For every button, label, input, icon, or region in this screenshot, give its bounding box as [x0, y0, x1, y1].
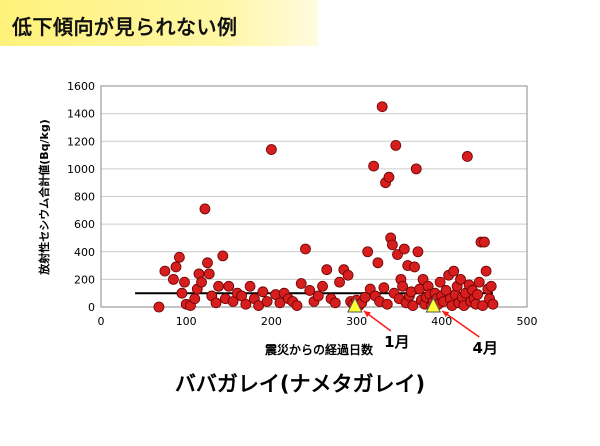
y-tick-label: 600	[74, 218, 95, 231]
data-point	[386, 239, 398, 251]
x-tick-label: 100	[176, 315, 197, 328]
arrow-head	[442, 311, 450, 318]
data-point	[304, 285, 316, 296]
data-point	[410, 163, 422, 175]
arrow-head	[363, 311, 371, 318]
y-tick-label: 200	[74, 273, 95, 286]
data-point	[261, 296, 273, 307]
data-point	[472, 289, 483, 300]
data-point	[473, 276, 485, 288]
data-points	[153, 101, 499, 313]
data-point	[342, 269, 354, 281]
highlight-triangle	[425, 296, 442, 313]
data-point	[179, 276, 190, 288]
data-point	[390, 139, 402, 151]
data-point	[477, 300, 489, 312]
y-tick-label: 1000	[67, 163, 95, 176]
data-point	[485, 280, 497, 292]
data-point	[196, 276, 207, 288]
data-point	[240, 298, 252, 310]
data-point	[291, 300, 303, 312]
data-point	[168, 273, 179, 285]
data-point	[372, 257, 384, 269]
data-point	[274, 297, 286, 309]
data-point	[321, 264, 333, 276]
data-point	[295, 278, 307, 289]
x-tick-label: 0	[98, 315, 105, 328]
title-banner: 低下傾向が見られない例	[0, 0, 318, 46]
figure-title: ババガレイ(ナメタガレイ)	[174, 372, 426, 396]
data-point	[480, 265, 492, 277]
data-point	[223, 280, 235, 292]
data-point	[312, 290, 324, 302]
data-point	[407, 300, 419, 312]
x-tick-label: 400	[431, 315, 452, 328]
data-point	[244, 280, 256, 292]
y-tick-label: 1200	[67, 135, 95, 148]
highlight-triangle	[347, 296, 363, 313]
data-point	[398, 243, 410, 255]
data-point	[202, 257, 213, 269]
data-point	[300, 243, 311, 255]
highlight-label: 4月	[473, 339, 498, 357]
data-point	[368, 160, 380, 172]
data-point	[376, 101, 388, 113]
data-point	[176, 287, 188, 299]
data-point	[478, 236, 490, 248]
data-point	[189, 293, 201, 305]
arrow-line	[441, 310, 480, 338]
data-point	[461, 151, 473, 162]
highlight-label: 1月	[384, 333, 409, 351]
data-point	[265, 144, 277, 155]
y-tick-label: 400	[74, 246, 95, 259]
data-point	[170, 261, 182, 273]
data-point	[362, 246, 374, 258]
data-point	[378, 282, 390, 294]
x-axis-label: 震災からの経過日数	[265, 342, 374, 357]
data-point	[412, 246, 424, 258]
x-tick-label: 200	[261, 315, 282, 328]
data-point	[409, 261, 420, 273]
data-point	[153, 301, 165, 313]
data-point	[448, 265, 460, 277]
y-tick-label: 800	[74, 191, 95, 204]
plot-frame	[100, 85, 528, 308]
data-point	[334, 276, 345, 288]
highlighted-points: 1月 4月	[347, 296, 498, 357]
data-point	[203, 268, 215, 280]
page-title: 低下傾向が見られない例	[12, 15, 238, 39]
y-tick-label: 1400	[67, 108, 95, 121]
data-point	[381, 298, 393, 310]
y-axis-label: 放射性セシウム合計値(Bq/kg)	[37, 119, 51, 276]
data-point	[257, 286, 269, 298]
data-point	[210, 297, 222, 309]
axes: 0 200 400 600 800 1000 1200 1400 1600 0 100 200 300 4…	[67, 80, 538, 328]
data-point	[359, 291, 371, 303]
x-tick-label: 500	[517, 315, 538, 328]
grid-lines	[101, 85, 527, 308]
data-point	[487, 298, 499, 310]
data-point	[317, 280, 328, 292]
data-point	[159, 265, 171, 277]
x-tick-label: 300	[346, 315, 367, 328]
y-tick-label: 1600	[67, 80, 95, 93]
data-point	[397, 280, 409, 292]
data-point	[329, 297, 341, 309]
y-tick-label: 0	[88, 301, 95, 314]
data-point	[253, 300, 265, 312]
data-point	[217, 250, 229, 262]
data-point	[455, 273, 466, 285]
data-point	[213, 280, 224, 292]
data-point	[173, 251, 185, 263]
data-point	[434, 276, 446, 288]
data-point	[199, 203, 211, 215]
data-point	[383, 171, 395, 183]
